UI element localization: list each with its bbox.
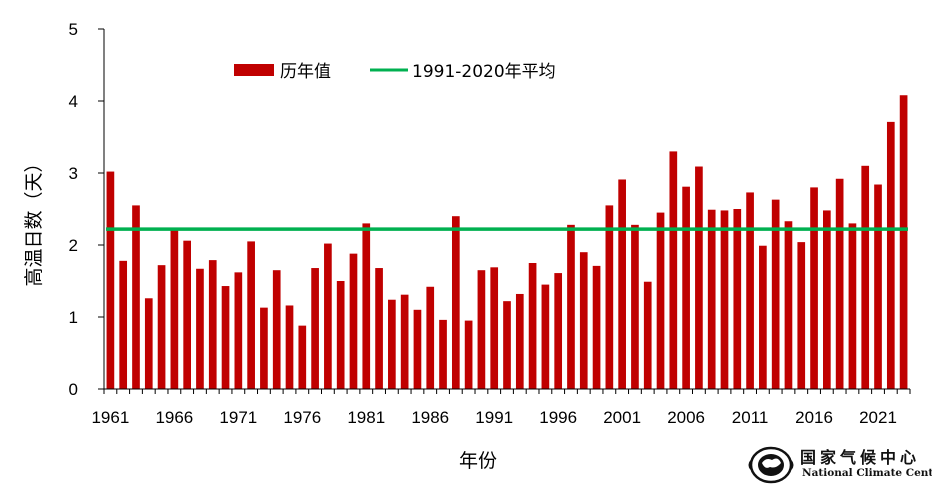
bar-1965	[157, 265, 166, 389]
bar-1971	[234, 272, 243, 389]
bar-2016	[810, 187, 818, 389]
bar-1964	[144, 298, 153, 389]
legend-label-bar: 历年值	[280, 62, 331, 82]
y-tick-label-2: 2	[69, 236, 78, 255]
bar-1970	[221, 286, 230, 389]
bar-1961	[106, 171, 115, 389]
y-tick-label-4: 4	[69, 92, 78, 111]
bar-1977	[311, 268, 319, 389]
bar-2012	[759, 245, 767, 389]
bar-1962	[119, 260, 128, 389]
ncc-emblem-icon	[748, 446, 794, 484]
bars-layer	[106, 95, 908, 390]
bar-1987	[439, 319, 447, 389]
bar-2015	[797, 242, 806, 389]
bar-2005	[669, 151, 678, 389]
y-tick-label-1: 1	[69, 308, 78, 327]
bar-1979	[336, 281, 345, 389]
bar-1996	[554, 273, 563, 389]
x-tick-label-2006: 2006	[667, 408, 705, 427]
bar-2021	[874, 184, 882, 389]
bar-2018	[835, 178, 844, 389]
bar-1997	[567, 224, 575, 389]
x-axis-title: 年份	[459, 450, 497, 472]
x-tick-label-2011: 2011	[732, 408, 769, 427]
bar-1985	[413, 309, 422, 389]
x-tick-label-1981: 1981	[347, 408, 385, 427]
x-tick-label-1986: 1986	[411, 408, 449, 427]
x-tick-label-1991: 1991	[475, 408, 513, 427]
bar-2014	[784, 221, 793, 389]
bar-2004	[656, 212, 665, 389]
bar-1981	[362, 223, 371, 389]
x-tick-label-2021: 2021	[859, 408, 897, 427]
x-tick-label-1996: 1996	[539, 408, 577, 427]
bar-1969	[208, 260, 217, 389]
x-tick-label-1976: 1976	[283, 408, 321, 427]
ncc-name-en: National Climate Center	[802, 467, 932, 479]
bar-1980	[349, 253, 358, 389]
bar-2007	[695, 166, 703, 389]
bar-1978	[324, 243, 332, 389]
bar-1993	[515, 293, 524, 389]
bar-1983	[388, 299, 396, 389]
y-tick-label-3: 3	[69, 164, 78, 183]
bar-2000	[605, 205, 614, 389]
bar-1973	[260, 307, 268, 389]
bar-1992	[503, 301, 511, 389]
bar-1990	[477, 270, 486, 389]
bar-1991	[490, 267, 499, 389]
axes-layer: 0 1 2 3 4 5 1961 1966 1971 1976 1981 1986 1991 1996 20…	[69, 20, 911, 427]
bar-1974	[272, 270, 281, 389]
bar-1995	[541, 284, 550, 389]
ncc-logo: 国家气候中心 National Climate Center	[748, 443, 932, 487]
bar-2023	[899, 95, 908, 390]
ncc-name-cn: 国家气候中心	[800, 448, 921, 467]
bar-2009	[720, 210, 729, 389]
bar-1976	[298, 325, 307, 389]
bar-1968	[196, 268, 204, 389]
bar-1963	[132, 205, 140, 389]
bar-2002	[631, 224, 639, 389]
bar-2019	[848, 223, 857, 389]
x-tick-label-1971: 1971	[219, 408, 257, 427]
bar-2013	[771, 199, 780, 389]
bar-1988	[451, 216, 460, 389]
x-tick-label-2001: 2001	[603, 408, 641, 427]
y-tick-label-0: 0	[69, 380, 78, 399]
bar-2017	[823, 210, 831, 389]
bar-2022	[886, 121, 895, 389]
bar-1975	[285, 305, 294, 389]
x-tick-label-2016: 2016	[795, 408, 833, 427]
legend: 历年值 1991-2020年平均	[234, 62, 556, 82]
y-axis-title: 高温日数（天）	[23, 153, 45, 286]
bar-2001	[618, 179, 626, 389]
y-tick-label-5: 5	[69, 20, 78, 39]
x-tick-label-1961: 1961	[91, 408, 129, 427]
bar-1994	[528, 263, 537, 389]
bar-1984	[400, 294, 409, 389]
bar-1998	[579, 252, 588, 389]
bar-1967	[183, 240, 191, 389]
bar-2011	[746, 192, 754, 389]
bar-1966	[170, 229, 179, 389]
bar-2020	[861, 165, 870, 389]
bar-1986	[426, 286, 435, 389]
legend-swatch-bar	[234, 64, 274, 76]
x-tick-label-1966: 1966	[155, 408, 193, 427]
bar-1982	[375, 268, 383, 389]
bar-1989	[464, 320, 473, 389]
bar-1972	[247, 241, 255, 389]
legend-label-line: 1991-2020年平均	[412, 62, 556, 82]
bar-2006	[682, 186, 690, 389]
bar-2010	[733, 209, 742, 389]
bar-2008	[707, 209, 716, 389]
bar-2003	[643, 281, 652, 389]
bar-1999	[592, 265, 601, 389]
